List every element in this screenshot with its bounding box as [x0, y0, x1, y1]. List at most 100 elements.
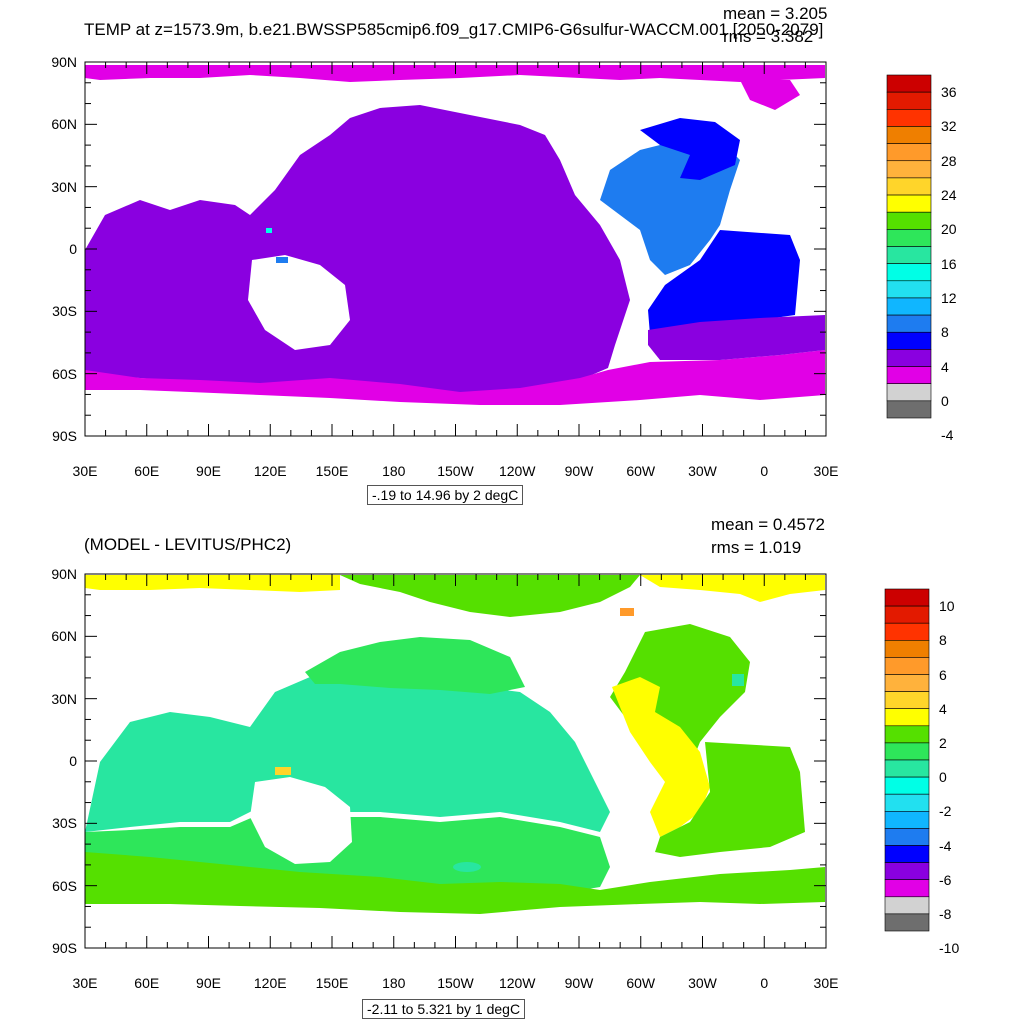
top-x-label: 150W	[437, 463, 474, 479]
bottom-colorbar-swatch	[884, 862, 930, 881]
top-colorbar-swatch	[886, 400, 932, 419]
top-ocean-southern-magenta	[85, 350, 825, 405]
top-colorbar-swatch	[886, 366, 932, 384]
top-x-label: 30E	[813, 463, 839, 479]
bottom-range-label: -2.11 to 5.321 by 1 degC	[362, 999, 526, 1019]
bottom-colorbar-swatch	[884, 759, 930, 778]
bottom-x-label: 180	[382, 975, 406, 991]
bottom-colorbar-label: 8	[939, 632, 947, 649]
bottom-colorbar-swatch	[884, 913, 930, 932]
bottom-patch-cyan-south	[453, 862, 481, 872]
bottom-x-label: 120W	[498, 975, 536, 991]
bottom-ocean-arctic-lime	[340, 575, 640, 617]
top-axis-ticks	[84, 61, 827, 437]
bottom-colorbar-swatch	[884, 605, 930, 624]
bottom-land-australia	[250, 777, 352, 864]
bottom-colorbar-swatch	[884, 828, 930, 846]
top-x-label: 0	[760, 463, 769, 479]
top-rms: rms = 3.382	[723, 27, 814, 46]
bottom-x-label: 150W	[437, 975, 474, 991]
top-colorbar-swatch	[886, 91, 932, 110]
top-title: TEMP at z=1573.9m, b.e21.BWSSP585cmip6.f…	[84, 20, 824, 39]
top-panel: TEMP at z=1573.9m, b.e21.BWSSP585cmip6.f…	[51, 5, 957, 505]
top-map-svg	[84, 61, 932, 437]
top-colorbar-label: 16	[941, 255, 957, 272]
bottom-colorbar-swatch	[884, 691, 930, 710]
bottom-ocean-atlantic-yellow	[612, 677, 710, 837]
top-colorbar-swatch	[886, 143, 932, 162]
top-y-label: 90S	[52, 428, 77, 444]
top-y-label: 60N	[51, 116, 77, 133]
top-colorbar-label: 12	[941, 289, 957, 306]
top-colorbar-label: 28	[941, 152, 957, 169]
top-ocean-atlantic-subpolar	[640, 118, 740, 180]
bottom-colorbar	[884, 588, 930, 932]
bottom-colorbar-swatch	[884, 776, 930, 795]
top-colorbar-label: 24	[941, 187, 957, 204]
top-colorbar-swatch	[886, 109, 932, 127]
bottom-rms: rms = 1.019	[711, 538, 802, 557]
top-colorbar-swatch	[886, 229, 932, 247]
bottom-colorbar-swatch	[884, 708, 930, 727]
top-colorbar-swatch	[886, 314, 932, 333]
top-colorbar-swatch	[886, 177, 932, 196]
bottom-ocean-arctic-yellow-east	[640, 575, 825, 602]
bottom-colorbar-swatch	[884, 810, 930, 829]
bottom-colorbar-swatch	[884, 845, 930, 863]
top-ocean-pacific-indian	[85, 105, 630, 395]
bottom-x-label: 90E	[196, 975, 221, 991]
bottom-colorbar-swatch	[884, 622, 930, 641]
top-colorbar-swatch	[886, 297, 932, 316]
top-x-label: 150E	[315, 463, 349, 479]
top-y-label: 0	[69, 241, 77, 257]
top-y-label: 90N	[51, 54, 77, 70]
bottom-colorbar-swatch	[884, 793, 930, 812]
top-colorbar-label: 32	[941, 118, 957, 135]
top-colorbar-swatch	[886, 246, 932, 264]
top-x-label: 180	[382, 463, 406, 479]
top-land-australia	[248, 255, 350, 350]
bottom-patch-orange	[620, 608, 634, 616]
top-colorbar-swatch	[886, 74, 932, 93]
bottom-y-label: 0	[69, 753, 77, 769]
bottom-colorbar-label: -8	[939, 905, 952, 922]
bottom-ocean-atlantic-s-lime	[655, 742, 805, 857]
top-x-label: 30W	[688, 463, 717, 479]
bottom-x-label: 30E	[813, 975, 839, 991]
bottom-colorbar-label: -6	[939, 871, 952, 888]
bottom-title: (MODEL - LEVITUS/PHC2)	[84, 535, 292, 554]
top-colorbar-swatch	[886, 383, 932, 402]
top-x-label: 90E	[196, 463, 221, 479]
top-colorbar-label: 8	[941, 324, 949, 341]
bottom-colorbar-swatch	[884, 896, 930, 915]
top-y-label: 30N	[51, 178, 77, 195]
top-colorbar-label: 20	[941, 221, 957, 238]
bottom-colorbar-label: -2	[939, 803, 952, 820]
top-ocean-atlantic-south-purple	[648, 315, 825, 360]
bottom-y-label: 30N	[51, 690, 77, 707]
bottom-mean: mean = 0.4572	[711, 515, 825, 534]
top-y-label: 60S	[52, 365, 77, 382]
bottom-ocean-green-npac	[305, 637, 525, 694]
bottom-colorbar-swatch	[884, 588, 930, 607]
bottom-ocean-cyan	[85, 677, 610, 832]
bottom-panel: (MODEL - LEVITUS/PHC2) mean = 0.4572 rms…	[0, 512, 1024, 1024]
top-y-label: 30S	[52, 303, 77, 320]
top-colorbar-swatch	[886, 280, 932, 299]
top-colorbar-swatch	[886, 263, 932, 282]
bottom-x-label: 0	[760, 975, 769, 991]
top-x-label: 120W	[498, 463, 536, 479]
top-colorbar-swatch	[886, 211, 932, 230]
top-x-label: 30E	[72, 463, 98, 479]
bottom-colorbar-swatch	[884, 640, 930, 658]
top-colorbar	[886, 74, 932, 419]
bottom-colorbar-label: 4	[939, 700, 947, 717]
bottom-colorbar-label: -10	[939, 940, 960, 957]
bottom-x-label: 60E	[134, 975, 160, 991]
top-colorbar-label: -4	[941, 427, 954, 444]
bottom-x-label: 120E	[253, 975, 287, 991]
top-ocean-blue-patch	[276, 257, 288, 263]
bottom-y-label: 30S	[52, 815, 77, 832]
bottom-colorbar-label: 2	[939, 734, 947, 751]
bottom-ocean-arctic-yellow	[85, 575, 340, 592]
